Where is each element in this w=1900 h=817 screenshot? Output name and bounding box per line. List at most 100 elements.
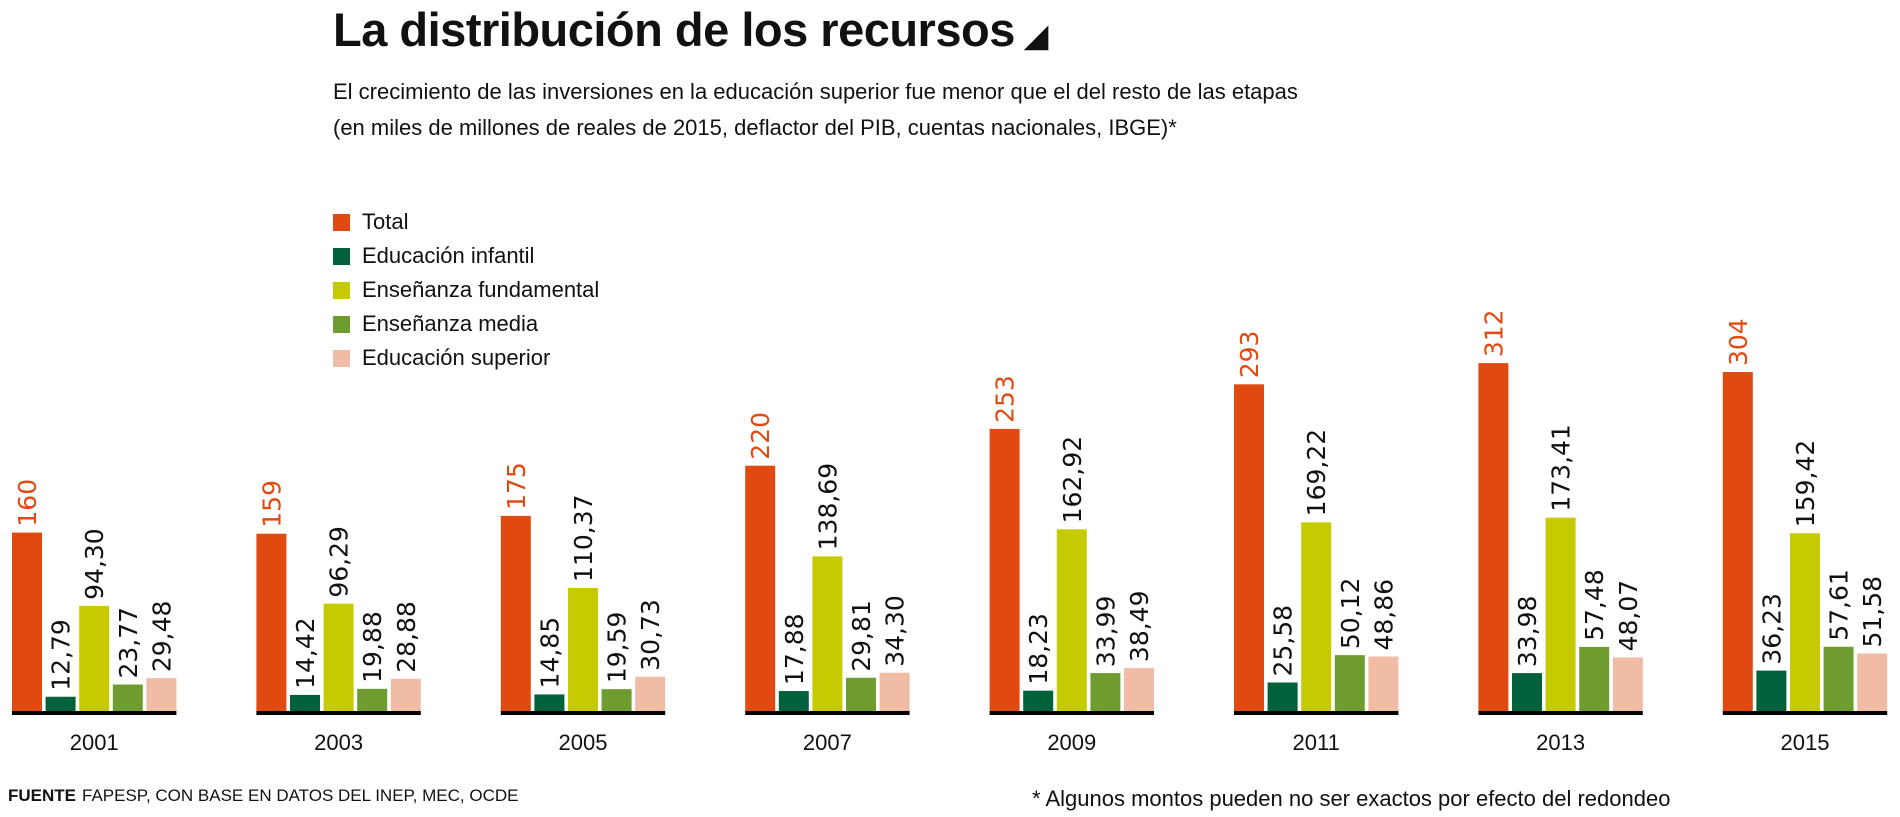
axis-baseline bbox=[12, 711, 177, 715]
source-text: FAPESP, CON BASE EN DATOS DEL INEP, MEC,… bbox=[82, 786, 519, 805]
data-label: 162,92 bbox=[1058, 436, 1087, 523]
subtitle-line-1: El crecimiento de las inversiones en la … bbox=[333, 79, 1298, 104]
bar bbox=[745, 465, 776, 711]
legend-swatch bbox=[333, 281, 350, 299]
data-label: 19,59 bbox=[603, 612, 632, 684]
bar bbox=[500, 515, 531, 711]
data-label: 138,69 bbox=[813, 463, 842, 550]
legend-swatch bbox=[333, 349, 350, 367]
x-tick-label: 2001 bbox=[70, 730, 119, 755]
data-label: 57,61 bbox=[1825, 569, 1854, 641]
bar bbox=[1857, 653, 1888, 711]
data-label: 48,86 bbox=[1369, 579, 1398, 651]
data-label: 14,85 bbox=[535, 617, 564, 689]
data-label: 34,30 bbox=[881, 595, 910, 667]
bar bbox=[1612, 657, 1643, 711]
bar bbox=[290, 694, 320, 711]
bar bbox=[1334, 655, 1365, 711]
bar bbox=[1023, 690, 1054, 711]
data-label: 173,41 bbox=[1547, 424, 1576, 511]
legend-item: Enseñanza fundamental bbox=[333, 273, 599, 307]
data-label: 175 bbox=[502, 462, 531, 510]
data-label: 48,07 bbox=[1614, 580, 1643, 652]
x-tick-label: 2013 bbox=[1536, 730, 1585, 755]
bar bbox=[1478, 363, 1509, 711]
legend-item: Educación infantil bbox=[333, 239, 599, 273]
data-label: 253 bbox=[991, 375, 1020, 423]
source-label: FUENTE bbox=[8, 786, 76, 805]
data-label: 29,81 bbox=[847, 600, 876, 672]
bar bbox=[1056, 529, 1087, 711]
data-label: 160 bbox=[13, 479, 42, 527]
legend-item: Total bbox=[333, 205, 599, 239]
data-label: 312 bbox=[1479, 309, 1508, 357]
data-label: 57,48 bbox=[1580, 569, 1609, 641]
axis-baseline bbox=[1234, 711, 1399, 715]
axis-baseline bbox=[745, 711, 910, 715]
bar bbox=[534, 694, 565, 711]
data-label: 293 bbox=[1235, 331, 1264, 379]
bar bbox=[989, 428, 1020, 711]
bar bbox=[635, 676, 666, 711]
legend-swatch bbox=[333, 315, 350, 333]
legend: Total Educación infantil Enseñanza fundame… bbox=[333, 205, 599, 375]
data-label: 12,79 bbox=[47, 619, 76, 691]
legend-swatch bbox=[333, 213, 350, 231]
bar bbox=[1234, 384, 1264, 711]
data-label: 110,37 bbox=[569, 494, 598, 581]
data-label: 304 bbox=[1724, 318, 1753, 366]
legend-swatch bbox=[333, 247, 350, 265]
source: FUENTE FAPESP, CON BASE EN DATOS DEL INEP… bbox=[8, 786, 518, 806]
bar bbox=[812, 556, 843, 711]
bar bbox=[1790, 533, 1820, 711]
axis-baseline bbox=[1722, 711, 1888, 715]
data-label: 51,58 bbox=[1858, 576, 1887, 648]
bar bbox=[12, 532, 42, 711]
chart-title: La distribución de los recursos ◢ bbox=[333, 2, 1048, 57]
bar bbox=[1267, 682, 1298, 711]
bar bbox=[1756, 670, 1787, 711]
bar bbox=[45, 696, 76, 711]
bar bbox=[1823, 646, 1854, 711]
legend-item: Educación superior bbox=[333, 341, 599, 375]
axis-baseline bbox=[256, 711, 421, 715]
data-label: 30,73 bbox=[636, 599, 665, 671]
subtitle-line-2: (en miles de millones de reales de 2015,… bbox=[333, 115, 1177, 140]
bar bbox=[323, 603, 354, 711]
bar bbox=[778, 691, 809, 711]
data-label: 19,88 bbox=[358, 611, 387, 683]
data-label: 50,12 bbox=[1336, 578, 1365, 650]
data-label: 169,22 bbox=[1302, 429, 1331, 516]
bar bbox=[390, 678, 421, 711]
bar bbox=[846, 677, 876, 711]
bar bbox=[1722, 372, 1753, 711]
data-label: 23,77 bbox=[114, 607, 143, 679]
footnote: * Algunos montos pueden no ser exactos p… bbox=[1032, 786, 1671, 811]
x-tick-label: 2003 bbox=[314, 730, 363, 755]
data-label: 94,30 bbox=[80, 528, 109, 600]
x-tick-label: 2005 bbox=[559, 730, 608, 755]
data-label: 29,48 bbox=[147, 601, 176, 673]
bar bbox=[1301, 522, 1332, 711]
legend-label: Educación infantil bbox=[362, 243, 535, 268]
bar bbox=[568, 587, 598, 711]
x-tick-label: 2015 bbox=[1781, 730, 1830, 755]
x-tick-label: 2009 bbox=[1047, 730, 1096, 755]
bar bbox=[1579, 646, 1610, 711]
data-label: 159 bbox=[257, 480, 286, 528]
axis-baseline bbox=[500, 711, 666, 715]
bar bbox=[879, 672, 910, 711]
axis-baseline bbox=[989, 711, 1154, 715]
bar bbox=[146, 678, 177, 711]
bar bbox=[1512, 673, 1542, 711]
bar bbox=[256, 533, 287, 711]
data-label: 14,42 bbox=[291, 617, 320, 689]
data-label: 18,23 bbox=[1024, 613, 1053, 685]
legend-label: Enseñanza media bbox=[362, 311, 539, 336]
data-label: 25,58 bbox=[1269, 605, 1298, 677]
bar bbox=[1090, 673, 1121, 711]
bar bbox=[601, 689, 632, 711]
bar bbox=[357, 688, 388, 711]
bar bbox=[1368, 656, 1399, 711]
